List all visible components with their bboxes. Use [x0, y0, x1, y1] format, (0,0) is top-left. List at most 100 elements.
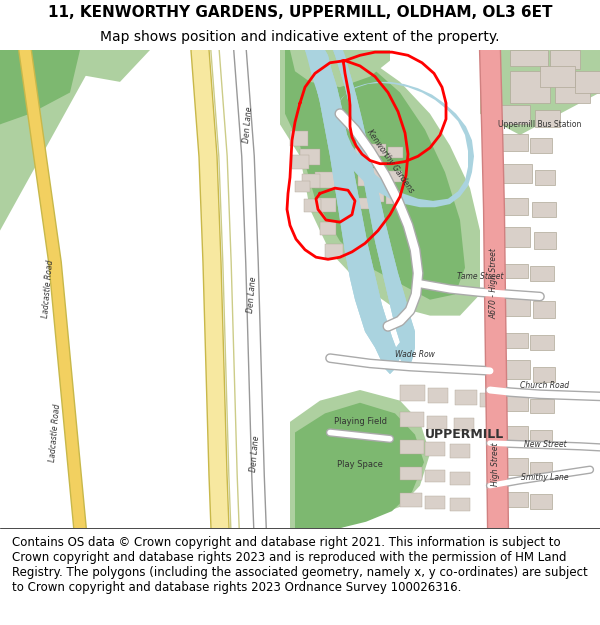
Text: Den Lane: Den Lane	[246, 276, 258, 313]
Bar	[450, 444, 470, 458]
Polygon shape	[295, 402, 424, 528]
Bar	[530, 266, 554, 281]
Bar	[530, 335, 554, 349]
Polygon shape	[285, 50, 465, 299]
Bar	[500, 198, 528, 214]
Text: A670 - High Street: A670 - High Street	[490, 248, 499, 319]
Bar	[500, 264, 528, 279]
Bar	[425, 470, 445, 482]
Bar	[500, 228, 530, 246]
Bar	[320, 222, 336, 235]
Polygon shape	[345, 87, 374, 172]
Bar	[425, 496, 445, 509]
Polygon shape	[385, 342, 400, 374]
Bar	[355, 148, 372, 161]
Bar	[500, 360, 530, 379]
Polygon shape	[350, 241, 372, 299]
Polygon shape	[355, 262, 377, 316]
Text: Map shows position and indicative extent of the property.: Map shows position and indicative extent…	[100, 31, 500, 44]
Bar	[532, 202, 556, 217]
Polygon shape	[395, 358, 405, 371]
Bar	[530, 138, 552, 153]
Bar	[530, 494, 552, 509]
Bar	[295, 181, 310, 192]
Bar	[575, 71, 600, 92]
Polygon shape	[333, 50, 356, 94]
Bar	[530, 431, 552, 445]
Text: Church Road: Church Road	[520, 381, 569, 390]
Text: Play Space: Play Space	[337, 460, 383, 469]
Bar	[400, 466, 422, 480]
Polygon shape	[0, 50, 80, 209]
Polygon shape	[320, 87, 342, 129]
Bar	[315, 172, 335, 188]
Bar	[500, 426, 528, 443]
Bar	[533, 301, 555, 318]
Bar	[370, 190, 384, 202]
Polygon shape	[345, 214, 367, 279]
Text: Contains OS data © Crown copyright and database right 2021. This information is : Contains OS data © Crown copyright and d…	[12, 536, 588, 594]
Text: Wade Row: Wade Row	[395, 351, 435, 359]
Bar	[355, 198, 370, 209]
Bar	[290, 131, 308, 146]
Bar	[370, 144, 386, 156]
Polygon shape	[360, 284, 382, 331]
Polygon shape	[350, 109, 380, 199]
Polygon shape	[360, 161, 392, 250]
Bar	[455, 390, 477, 405]
Polygon shape	[305, 50, 474, 208]
Bar	[454, 418, 474, 431]
Polygon shape	[290, 50, 390, 87]
Bar	[318, 198, 336, 211]
Bar	[534, 232, 556, 249]
Bar	[500, 492, 528, 507]
Polygon shape	[385, 284, 415, 348]
Text: High Street: High Street	[491, 442, 500, 486]
Text: 11, KENWORTHY GARDENS, UPPERMILL, OLDHAM, OL3 6ET: 11, KENWORTHY GARDENS, UPPERMILL, OLDHAM…	[48, 5, 552, 20]
Bar	[338, 182, 354, 196]
Polygon shape	[395, 326, 412, 369]
Text: Ladcastle Road: Ladcastle Road	[48, 403, 62, 462]
Polygon shape	[305, 50, 415, 374]
Polygon shape	[335, 161, 357, 220]
Polygon shape	[355, 135, 386, 225]
Bar	[325, 244, 343, 258]
Bar	[540, 66, 575, 87]
Polygon shape	[340, 188, 362, 252]
Bar	[427, 416, 447, 429]
Polygon shape	[480, 50, 600, 135]
Bar	[425, 442, 445, 456]
Bar	[400, 493, 422, 507]
Bar	[500, 296, 530, 316]
Bar	[292, 155, 309, 169]
Polygon shape	[325, 109, 347, 156]
Bar	[535, 170, 555, 185]
Bar	[300, 149, 320, 165]
Bar	[302, 174, 320, 188]
Bar	[340, 208, 355, 220]
Bar	[530, 462, 552, 477]
Polygon shape	[280, 50, 480, 316]
Polygon shape	[335, 55, 362, 119]
Text: Playing Field: Playing Field	[334, 418, 386, 426]
Polygon shape	[380, 262, 415, 331]
Bar	[386, 194, 399, 204]
Bar	[500, 164, 532, 182]
Text: Uppermill Bus Station: Uppermill Bus Station	[499, 120, 581, 129]
Bar	[500, 394, 528, 411]
Polygon shape	[310, 55, 332, 82]
Polygon shape	[400, 342, 408, 371]
Bar	[400, 412, 424, 428]
Polygon shape	[0, 50, 60, 156]
Bar	[372, 168, 386, 179]
Polygon shape	[390, 305, 415, 360]
Bar	[555, 73, 590, 103]
Bar	[400, 384, 425, 401]
Bar	[304, 199, 321, 211]
Polygon shape	[365, 188, 398, 273]
Bar	[450, 498, 470, 511]
Text: Den Lane: Den Lane	[249, 435, 261, 472]
Polygon shape	[0, 50, 100, 231]
Text: Smithy Lane: Smithy Lane	[521, 472, 569, 482]
Bar	[510, 50, 548, 66]
